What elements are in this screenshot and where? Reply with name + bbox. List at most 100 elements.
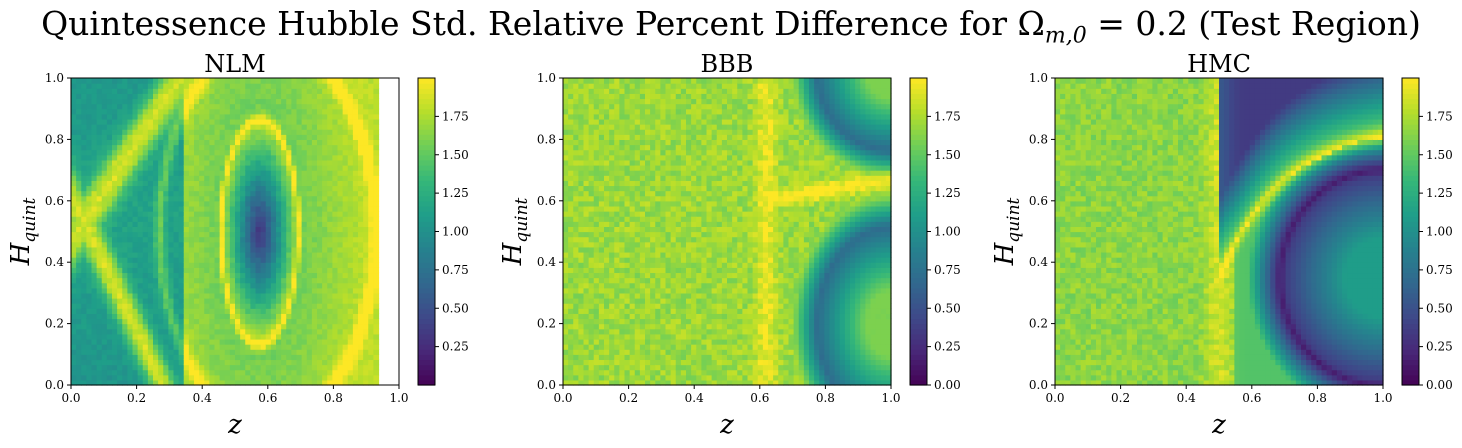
heatmap-cell [265,103,272,110]
heatmap-cell [168,246,175,253]
heatmap-cell [178,267,185,274]
heatmap-cell [327,98,333,105]
heatmap-cell [650,369,656,376]
heatmap-cell [209,277,216,284]
heatmap-cell [604,113,610,120]
heatmap-cell [168,78,175,84]
heatmap-cell [583,344,590,350]
heatmap-cell [204,190,210,197]
heatmap-cell [598,216,605,222]
heatmap-cell [342,282,349,289]
heatmap-cell [311,164,318,171]
heatmap-cell [106,328,113,335]
heatmap-cell [209,318,216,325]
heatmap-cell [91,170,98,176]
heatmap-cell [112,231,118,238]
heatmap-cell [306,164,313,171]
heatmap-cell [665,328,672,335]
heatmap-cell [373,257,380,263]
heatmap-cell [322,226,328,233]
heatmap-cell [76,272,82,279]
heatmap-cell [199,190,205,197]
heatmap-cell [645,287,651,294]
heatmap-cell [634,103,641,110]
heatmap-cell [598,308,605,314]
heatmap-cell [163,379,169,386]
heatmap-cell [163,344,169,350]
heatmap-cell [368,134,374,140]
heatmap-cell [629,313,636,320]
heatmap-cell [342,272,349,279]
colorbar-segment [418,170,435,176]
heatmap-cell [183,180,190,187]
heatmap-cell [265,359,272,366]
heatmap-cell [147,379,154,386]
heatmap-cell [153,185,159,192]
heatmap-cell [281,164,287,171]
heatmap-cell [634,185,641,192]
heatmap-cell [270,251,277,258]
heatmap-cell [650,262,656,268]
heatmap-cell [240,313,246,320]
heatmap-cell [296,344,303,350]
heatmap-cell [276,267,282,274]
heatmap-cell [224,338,231,345]
heatmap-cell [137,379,144,386]
heatmap-cell [332,379,339,386]
heatmap-cell [117,349,123,355]
heatmap-cell [634,190,641,197]
heatmap-cell [301,369,308,376]
heatmap-cell [168,318,175,325]
heatmap-cell [270,124,277,130]
heatmap-cell [665,231,672,238]
heatmap-cell [270,231,277,238]
heatmap-cell [563,103,569,110]
heatmap-cell [158,134,164,140]
heatmap-cell [229,205,236,212]
heatmap-cell [281,246,287,253]
heatmap-cell [317,231,323,238]
heatmap-cell [91,241,98,248]
heatmap-cell [183,118,190,125]
heatmap-cell [342,149,349,156]
heatmap-cell [235,251,241,258]
heatmap-cell [106,257,113,263]
heatmap-cell [634,241,641,248]
heatmap-cell [306,108,313,115]
heatmap-cell [568,139,574,146]
heatmap-cell [71,149,77,156]
heatmap-cell [655,267,661,274]
heatmap-cell [194,78,200,84]
heatmap-cell [76,170,82,176]
heatmap-cell [337,236,344,243]
heatmap-cell [240,200,246,207]
heatmap-cell [178,149,185,156]
heatmap-cell [363,211,369,217]
heatmap-cell [578,175,585,181]
heatmap-cell [71,282,77,289]
heatmap-cell [347,226,354,233]
heatmap-cell [342,164,349,171]
heatmap-cell [311,88,318,94]
heatmap-cell [224,93,231,100]
heatmap-cell [629,262,636,268]
heatmap-cell [199,344,205,350]
heatmap-cell [619,124,626,130]
heatmap-cell [96,83,103,89]
heatmap-cell [122,308,128,314]
heatmap-cell [127,139,134,146]
heatmap-cell [96,241,103,248]
heatmap-cell [214,349,221,355]
heatmap-cell [568,200,574,207]
heatmap-cell [158,200,164,207]
heatmap-cell [332,298,339,304]
y-axis-label: Hquint [6,197,40,266]
heatmap-cell [183,124,190,130]
heatmap-cell [158,349,164,355]
heatmap-cell [122,257,128,263]
heatmap-cell [76,200,82,207]
heatmap-cell [568,262,574,268]
heatmap-cell [327,344,333,350]
heatmap-cell [670,349,677,355]
heatmap-cell [352,216,359,222]
